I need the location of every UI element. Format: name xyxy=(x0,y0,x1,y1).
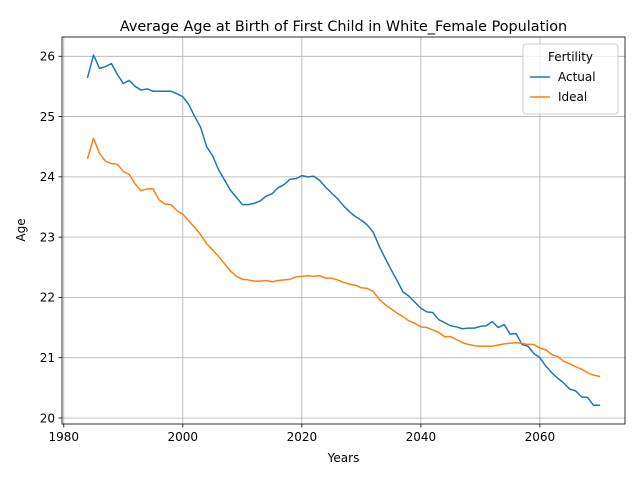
y-tick-label: 26 xyxy=(40,50,55,64)
legend-label-ideal: Ideal xyxy=(558,90,587,104)
x-tick-label: 2040 xyxy=(406,430,437,444)
plot-frame xyxy=(61,36,626,425)
y-tick-label: 23 xyxy=(40,230,55,244)
y-tick-label: 22 xyxy=(40,291,55,305)
axis-ticks: 1980 2000 2020 2040 2060 20 21 22 23 24 25 26 xyxy=(40,50,555,444)
series-line-ideal xyxy=(86,137,601,378)
y-tick-label: 25 xyxy=(40,110,55,124)
x-tick-label: 1980 xyxy=(49,430,80,444)
legend: Fertility Actual Ideal xyxy=(522,43,619,115)
y-axis-title: Age xyxy=(14,218,28,241)
series-lines xyxy=(86,54,601,407)
x-tick-label: 2000 xyxy=(168,430,199,444)
x-tick-label: 2020 xyxy=(287,430,318,444)
legend-title: Fertility xyxy=(548,50,593,64)
x-axis-title: Years xyxy=(327,451,360,465)
x-tick-label: 2060 xyxy=(525,430,556,444)
y-tick-label: 24 xyxy=(40,170,55,184)
y-tick-label: 21 xyxy=(40,351,55,365)
y-tick-label: 20 xyxy=(40,411,55,425)
series-line-actual xyxy=(86,54,601,407)
legend-label-actual: Actual xyxy=(558,70,596,84)
chart-title: Average Age at Birth of First Child in W… xyxy=(120,19,567,35)
grid xyxy=(62,37,625,424)
